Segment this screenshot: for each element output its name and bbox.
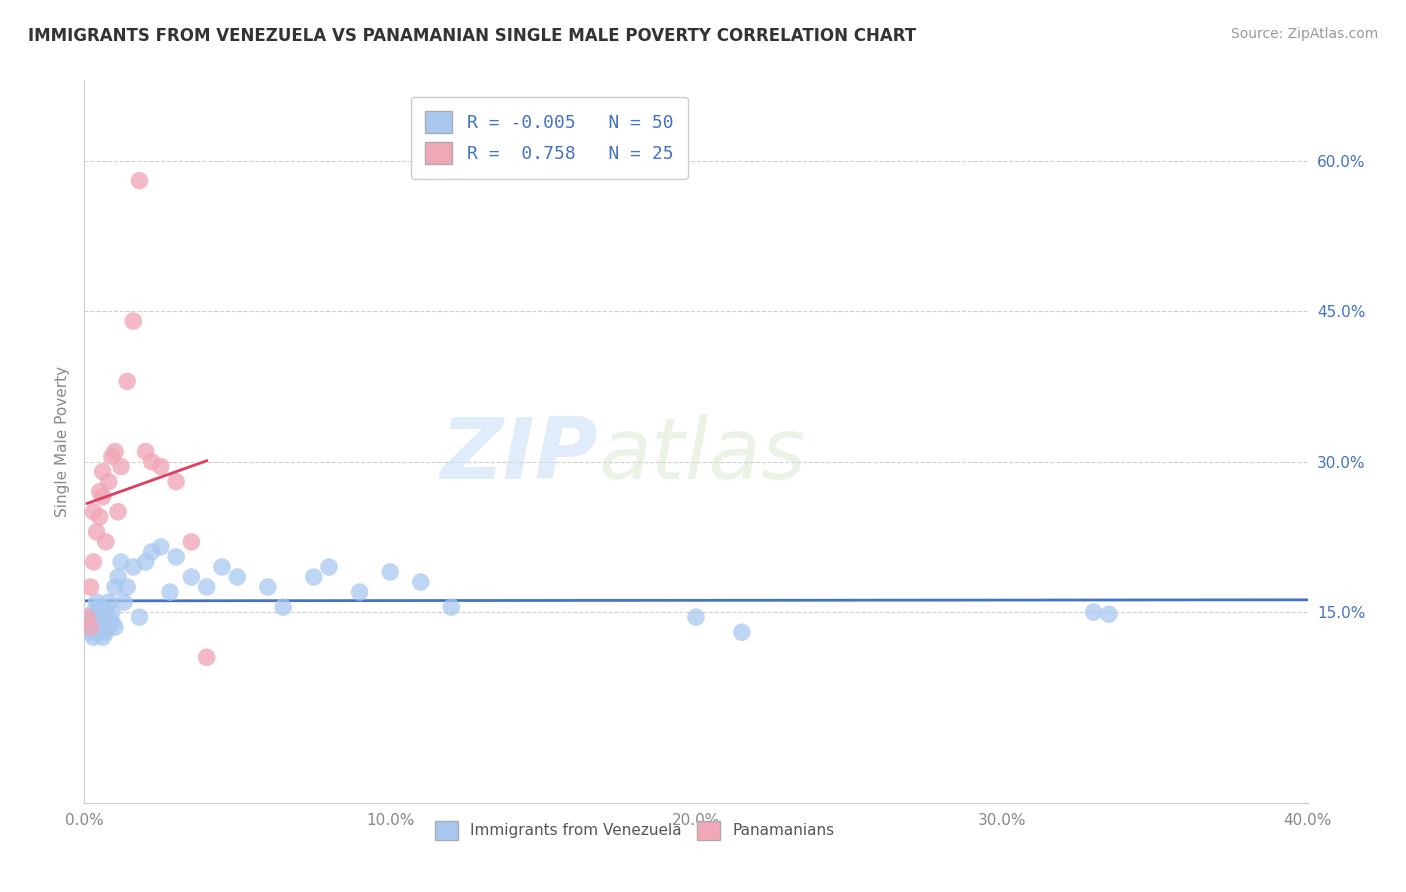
Point xyxy=(115,580,138,594)
Point xyxy=(149,540,172,554)
Point xyxy=(79,610,101,624)
Point xyxy=(302,570,325,584)
Point xyxy=(91,617,114,632)
Text: ZIP: ZIP xyxy=(440,415,598,498)
Point xyxy=(97,475,120,489)
Point xyxy=(86,524,108,539)
Text: Source: ZipAtlas.com: Source: ZipAtlas.com xyxy=(1230,27,1378,41)
Point xyxy=(349,585,371,599)
Point xyxy=(165,549,187,564)
Point xyxy=(1083,605,1105,619)
Point xyxy=(83,505,105,519)
Point xyxy=(91,607,114,622)
Point xyxy=(135,444,157,458)
Point xyxy=(91,465,114,479)
Point xyxy=(86,595,108,609)
Point xyxy=(104,580,127,594)
Point xyxy=(135,555,157,569)
Point xyxy=(141,545,163,559)
Point xyxy=(94,613,117,627)
Point xyxy=(79,625,101,640)
Point xyxy=(128,174,150,188)
Point xyxy=(76,615,98,630)
Point xyxy=(226,570,249,584)
Point xyxy=(128,610,150,624)
Point xyxy=(165,475,187,489)
Point xyxy=(86,625,108,640)
Point xyxy=(101,605,124,619)
Point xyxy=(79,620,101,634)
Point xyxy=(89,610,111,624)
Point xyxy=(76,610,98,624)
Point xyxy=(195,580,218,594)
Point xyxy=(97,595,120,609)
Point xyxy=(89,600,111,615)
Point xyxy=(271,600,294,615)
Point xyxy=(94,603,117,617)
Point xyxy=(180,535,202,549)
Point xyxy=(94,535,117,549)
Point xyxy=(104,444,127,458)
Point xyxy=(97,620,120,634)
Point xyxy=(122,314,145,328)
Point xyxy=(110,459,132,474)
Point xyxy=(110,555,132,569)
Point xyxy=(83,630,105,644)
Point xyxy=(318,560,340,574)
Legend: Immigrants from Venezuela, Panamanians: Immigrants from Venezuela, Panamanians xyxy=(429,815,841,846)
Point xyxy=(1098,607,1121,622)
Text: atlas: atlas xyxy=(598,415,806,498)
Point xyxy=(107,570,129,584)
Point xyxy=(89,484,111,499)
Point xyxy=(104,620,127,634)
Point xyxy=(141,455,163,469)
Y-axis label: Single Male Poverty: Single Male Poverty xyxy=(55,366,70,517)
Point xyxy=(211,560,233,574)
Point xyxy=(149,459,172,474)
Point xyxy=(89,509,111,524)
Text: IMMIGRANTS FROM VENEZUELA VS PANAMANIAN SINGLE MALE POVERTY CORRELATION CHART: IMMIGRANTS FROM VENEZUELA VS PANAMANIAN … xyxy=(28,27,917,45)
Point xyxy=(159,585,181,599)
Point xyxy=(91,490,114,504)
Point xyxy=(83,555,105,569)
Point xyxy=(409,575,432,590)
Point xyxy=(195,650,218,665)
Point xyxy=(91,630,114,644)
Point xyxy=(257,580,280,594)
Point xyxy=(83,605,105,619)
Point xyxy=(380,565,402,579)
Point xyxy=(731,625,754,640)
Point xyxy=(112,595,135,609)
Point xyxy=(101,615,124,630)
Point xyxy=(89,615,111,630)
Point xyxy=(122,560,145,574)
Point xyxy=(101,450,124,464)
Point xyxy=(107,505,129,519)
Point xyxy=(115,375,138,389)
Point xyxy=(94,625,117,640)
Point xyxy=(440,600,463,615)
Point xyxy=(180,570,202,584)
Point xyxy=(685,610,707,624)
Point xyxy=(83,620,105,634)
Point xyxy=(79,580,101,594)
